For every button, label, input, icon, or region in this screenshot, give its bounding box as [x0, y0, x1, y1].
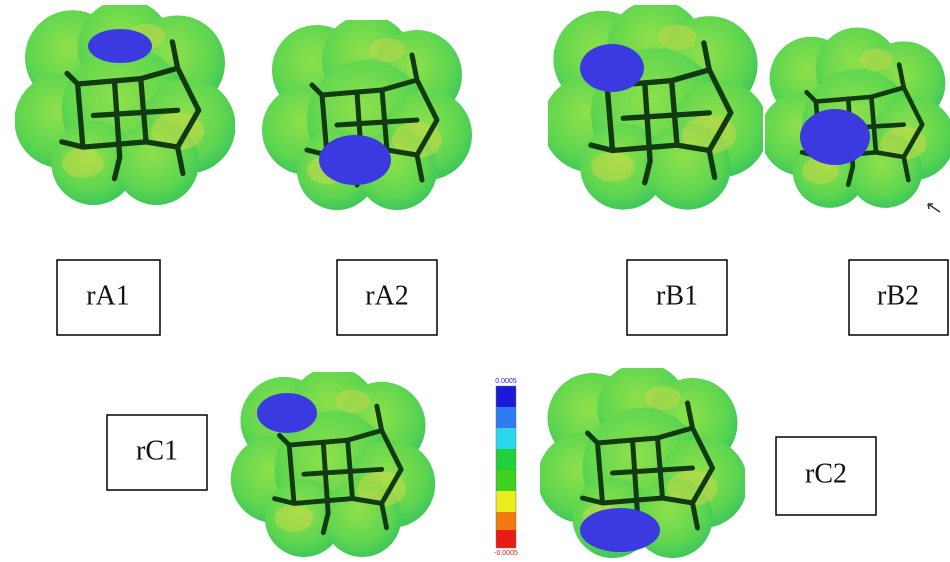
pointer — [928, 204, 940, 212]
colorbar — [496, 386, 516, 548]
potential-patch — [257, 393, 317, 433]
molecule-surface — [543, 0, 769, 210]
potential-patch — [800, 109, 870, 165]
panel-label: rC1 — [136, 435, 178, 466]
potential-patch — [580, 44, 644, 92]
figure: rA1 rA2 rB1 rB2 rC1 rC2 0.0005 -0.0005 — [0, 0, 950, 562]
panel-label: rA1 — [86, 280, 130, 311]
panel-label: rC2 — [805, 458, 847, 489]
potential-patch — [580, 508, 660, 552]
colorbar-min: -0.0005 — [494, 550, 518, 557]
potential-patch — [319, 135, 391, 185]
panel-label: rA2 — [365, 280, 409, 311]
panel-label: rB1 — [656, 280, 698, 311]
molecule-surface — [231, 367, 435, 557]
panel-label: rB2 — [877, 280, 919, 311]
potential-patch — [88, 29, 152, 63]
colorbar-max: 0.0005 — [495, 378, 517, 385]
